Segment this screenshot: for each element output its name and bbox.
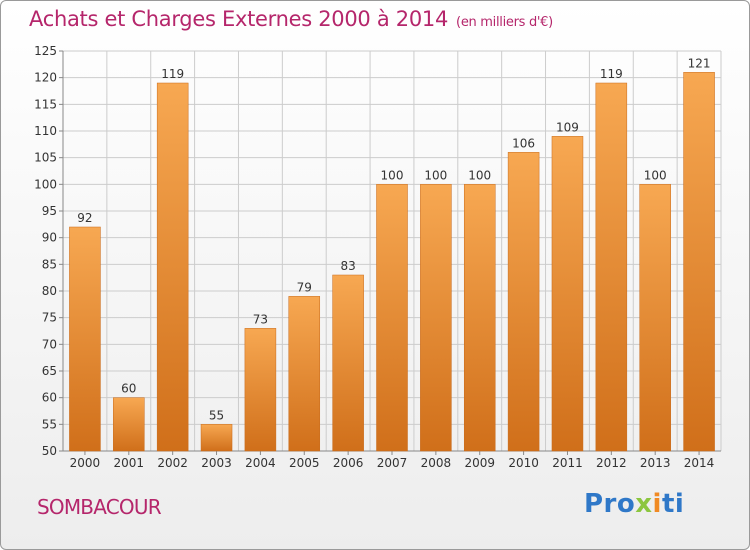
chart-subtitle: (en milliers d'€) xyxy=(456,15,553,30)
x-tick-label: 2011 xyxy=(552,456,583,470)
x-tick-label: 2001 xyxy=(114,456,145,470)
data-label: 106 xyxy=(512,136,535,150)
bar-2001 xyxy=(113,397,145,452)
bar-2012 xyxy=(595,82,628,452)
bar-2011 xyxy=(551,136,584,452)
bar-2010 xyxy=(507,152,540,452)
data-label: 92 xyxy=(77,211,92,225)
y-tick-label: 50 xyxy=(42,444,57,458)
bar-2000 xyxy=(69,226,101,452)
bar-2014 xyxy=(683,72,715,452)
bar-2008 xyxy=(420,184,452,452)
bar-2013 xyxy=(639,184,671,452)
bar-2006 xyxy=(332,274,364,452)
proxiti-logo: Proxiti xyxy=(584,489,685,519)
data-label: 119 xyxy=(161,67,184,81)
x-tick-label: 2010 xyxy=(508,456,539,470)
bar-2005 xyxy=(288,296,321,452)
bar-2009 xyxy=(463,184,496,452)
x-tick-label: 2013 xyxy=(640,456,671,470)
y-tick-label: 85 xyxy=(42,257,57,271)
bar-2004 xyxy=(244,328,277,452)
data-label: 79 xyxy=(297,280,312,294)
x-tick-label: 2003 xyxy=(201,456,232,470)
x-tick-label: 2005 xyxy=(289,456,320,470)
y-tick-label: 110 xyxy=(34,124,57,138)
chart-title: Achats et Charges Externes 2000 à 2014 (e… xyxy=(29,7,553,31)
x-tick-label: 2009 xyxy=(464,456,495,470)
data-label: 109 xyxy=(556,120,579,134)
data-label: 60 xyxy=(121,382,136,396)
x-tick-label: 2004 xyxy=(245,456,276,470)
y-tick-label: 115 xyxy=(34,97,57,111)
data-label: 100 xyxy=(468,168,491,182)
data-label: 100 xyxy=(424,168,447,182)
axes: 50 55 60 65 70 75 80 85 90 95 100 105 110 115 120 125 20… xyxy=(34,44,721,470)
y-tick-label: 125 xyxy=(34,44,57,58)
chart-title-text: Achats et Charges Externes 2000 à 2014 xyxy=(29,7,449,31)
y-tick-label: 120 xyxy=(34,71,57,85)
x-tick-label: 2000 xyxy=(70,456,101,470)
y-tick-label: 55 xyxy=(42,417,57,431)
data-label: 119 xyxy=(600,67,623,81)
y-tick-label: 60 xyxy=(42,391,57,405)
x-tick-label: 2002 xyxy=(157,456,188,470)
x-tick-label: 2014 xyxy=(684,456,715,470)
y-tick-label: 105 xyxy=(34,151,57,165)
data-label: 100 xyxy=(381,168,404,182)
data-label: 121 xyxy=(688,56,711,70)
data-label: 55 xyxy=(209,408,224,422)
data-labels: 92 60 119 55 73 79 83 100 100 100 106 109 119 100 121 xyxy=(77,56,710,422)
x-tick-label: 2008 xyxy=(421,456,452,470)
y-tick-label: 90 xyxy=(42,231,57,245)
bar-2002 xyxy=(156,82,189,452)
x-tick-label: 2006 xyxy=(333,456,364,470)
x-tick-label: 2012 xyxy=(596,456,627,470)
bar-2003 xyxy=(200,424,233,452)
y-tick-label: 75 xyxy=(42,311,57,325)
x-tick-label: 2007 xyxy=(377,456,408,470)
location-name: SOMBACOUR xyxy=(37,495,162,519)
data-label: 83 xyxy=(340,259,355,273)
y-tick-label: 100 xyxy=(34,177,57,191)
bar-2007 xyxy=(376,184,408,452)
data-label: 100 xyxy=(644,168,667,182)
y-tick-label: 65 xyxy=(42,364,57,378)
y-tick-label: 80 xyxy=(42,284,57,298)
bars xyxy=(69,72,715,452)
data-label: 73 xyxy=(253,312,268,326)
y-tick-label: 95 xyxy=(42,204,57,218)
y-tick-label: 70 xyxy=(42,337,57,351)
